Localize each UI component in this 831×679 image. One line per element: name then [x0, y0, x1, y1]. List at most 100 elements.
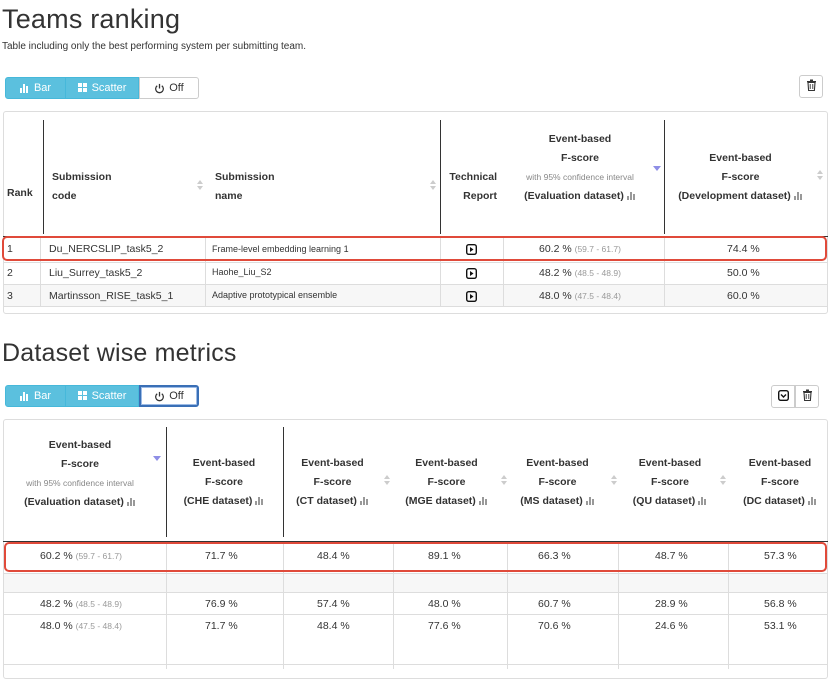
chart-toggle-group-2: Bar Scatter Off — [5, 385, 199, 407]
sort-icon[interactable] — [501, 475, 507, 485]
column-chart-icon[interactable] — [255, 493, 264, 512]
table-row-rank: 3 — [7, 290, 13, 302]
highlight-row-2 — [4, 542, 827, 572]
column-chart-icon[interactable] — [359, 493, 369, 512]
delete-button-2[interactable] — [795, 385, 819, 408]
column-chart-icon[interactable] — [626, 188, 636, 207]
table-row-eval: 48.2 % (48.5 - 48.9) — [40, 598, 122, 610]
table-row-ct: 57.4 % — [317, 598, 350, 610]
qu-fscore-header[interactable]: Event-based F-score (QU dataset) — [620, 454, 720, 512]
off-button[interactable]: Off — [139, 385, 199, 407]
table-row-ct: 48.4 % — [317, 620, 350, 632]
off-button-label: Off — [169, 82, 184, 94]
dc-fscore-header[interactable]: Event-based F-score (DC dataset) — [730, 454, 830, 512]
table-row-che: 71.7 % — [205, 620, 238, 632]
table-row-ms: 60.7 % — [538, 598, 571, 610]
table-row-name: Haohe_Liu_S2 — [212, 267, 272, 277]
report-play-icon[interactable] — [465, 289, 478, 307]
bar-button-label: Bar — [33, 82, 52, 94]
scatter-button-label: Scatter — [91, 390, 127, 402]
table-row-mge: 77.6 % — [428, 620, 461, 632]
trash-icon — [802, 388, 813, 406]
sort-icon[interactable] — [611, 475, 617, 485]
delete-button-1[interactable] — [799, 75, 823, 98]
bar-chart-icon — [19, 391, 30, 401]
scatter-button[interactable]: Scatter — [66, 77, 139, 99]
table-row-che: 71.7 % — [205, 550, 238, 562]
table-row-eval: 60.2 % (59.7 - 61.7) — [40, 550, 122, 562]
table-row-code: Liu_Surrey_task5_2 — [49, 267, 143, 279]
collapse-button[interactable] — [771, 385, 795, 408]
rank-header[interactable]: Rank — [7, 187, 33, 199]
mge-fscore-header[interactable]: Event-based F-score (MGE dataset) — [394, 454, 499, 512]
column-chart-icon[interactable] — [807, 493, 817, 512]
submission-name-header[interactable]: Submission name — [215, 171, 275, 202]
eval-fscore-header[interactable]: Event-based F-score with 95% confidence … — [5, 436, 155, 513]
column-chart-icon[interactable] — [793, 188, 803, 207]
table-row-eval: 48.2 % (48.5 - 48.9) — [539, 267, 621, 279]
table-row-che: 76.9 % — [205, 598, 238, 610]
trash-icon — [806, 78, 817, 96]
submission-code-header[interactable]: Submission code — [52, 171, 112, 202]
table-row-dc: 56.8 % — [764, 598, 797, 610]
table-row-ms: 66.3 % — [538, 550, 571, 562]
che-fscore-header[interactable]: Event-based F-score (CHE dataset) — [168, 454, 280, 512]
table-row-qu: 48.7 % — [655, 550, 688, 562]
table-row-eval: 48.0 % (47.5 - 48.4) — [539, 290, 621, 302]
column-chart-icon[interactable] — [585, 493, 595, 512]
sort-icon[interactable] — [430, 180, 436, 190]
sort-icon[interactable] — [817, 170, 823, 180]
table-row-dev: 50.0 % — [727, 267, 760, 279]
dataset-metrics-title: Dataset wise metrics — [2, 339, 237, 367]
table-row-qu: 24.6 % — [655, 620, 688, 632]
report-play-icon[interactable] — [465, 266, 478, 284]
table-row-ms: 70.6 % — [538, 620, 571, 632]
column-chart-icon[interactable] — [698, 493, 707, 512]
report-play-icon[interactable] — [465, 242, 478, 260]
dataset-metrics-table — [3, 419, 828, 679]
off-button[interactable]: Off — [139, 77, 199, 99]
eval-fscore-header[interactable]: Event-based F-score with 95% confidence … — [505, 130, 655, 207]
teams-ranking-table — [3, 111, 828, 314]
scatter-grid-icon — [77, 83, 88, 93]
table-row-dc: 57.3 % — [764, 550, 797, 562]
bar-button-label: Bar — [33, 390, 52, 402]
sort-icon[interactable] — [720, 475, 726, 485]
table-row-name: Frame-level embedding learning 1 — [212, 244, 349, 254]
ct-fscore-header[interactable]: Event-based F-score (CT dataset) — [285, 454, 380, 512]
sort-icon[interactable] — [197, 180, 203, 190]
sort-icon[interactable] — [384, 475, 390, 485]
scatter-button[interactable]: Scatter — [66, 385, 139, 407]
table-row-code: Martinsson_RISE_task5_1 — [49, 290, 174, 302]
table-row-eval: 48.0 % (47.5 - 48.4) — [40, 620, 122, 632]
table-row-dev: 60.0 % — [727, 290, 760, 302]
table-row-qu: 28.9 % — [655, 598, 688, 610]
column-chart-icon[interactable] — [126, 494, 136, 513]
table-row-ct: 48.4 % — [317, 550, 350, 562]
power-icon — [154, 391, 165, 402]
table-row-dev: 74.4 % — [727, 243, 760, 255]
column-chart-icon[interactable] — [478, 493, 488, 512]
power-icon — [154, 83, 165, 94]
table-row-code: Du_NERCSLIP_task5_2 — [49, 243, 164, 255]
chart-toggle-group-1: Bar Scatter Off — [5, 77, 199, 99]
highlight-row-1 — [2, 236, 827, 261]
report-play-icon — [777, 388, 789, 406]
bar-chart-icon — [19, 83, 30, 93]
bar-button[interactable]: Bar — [5, 385, 66, 407]
table-row-name: Adaptive prototypical ensemble — [212, 290, 338, 300]
table-row-eval: 60.2 % (59.7 - 61.7) — [539, 243, 621, 255]
table-row-dc: 53.1 % — [764, 620, 797, 632]
table-row-mge: 48.0 % — [428, 598, 461, 610]
bar-button[interactable]: Bar — [5, 77, 66, 99]
sort-desc-icon[interactable] — [653, 166, 661, 171]
scatter-button-label: Scatter — [91, 82, 127, 94]
dev-fscore-header[interactable]: Event-based F-score (Development dataset… — [668, 149, 813, 207]
sort-desc-icon[interactable] — [153, 456, 161, 461]
off-button-label: Off — [169, 390, 184, 402]
ms-fscore-header[interactable]: Event-based F-score (MS dataset) — [510, 454, 605, 512]
teams-ranking-description: Table including only the best performing… — [2, 41, 307, 52]
technical-report-header: Technical Report — [449, 171, 497, 202]
table-row-rank: 1 — [7, 243, 13, 255]
table-row-mge: 89.1 % — [428, 550, 461, 562]
